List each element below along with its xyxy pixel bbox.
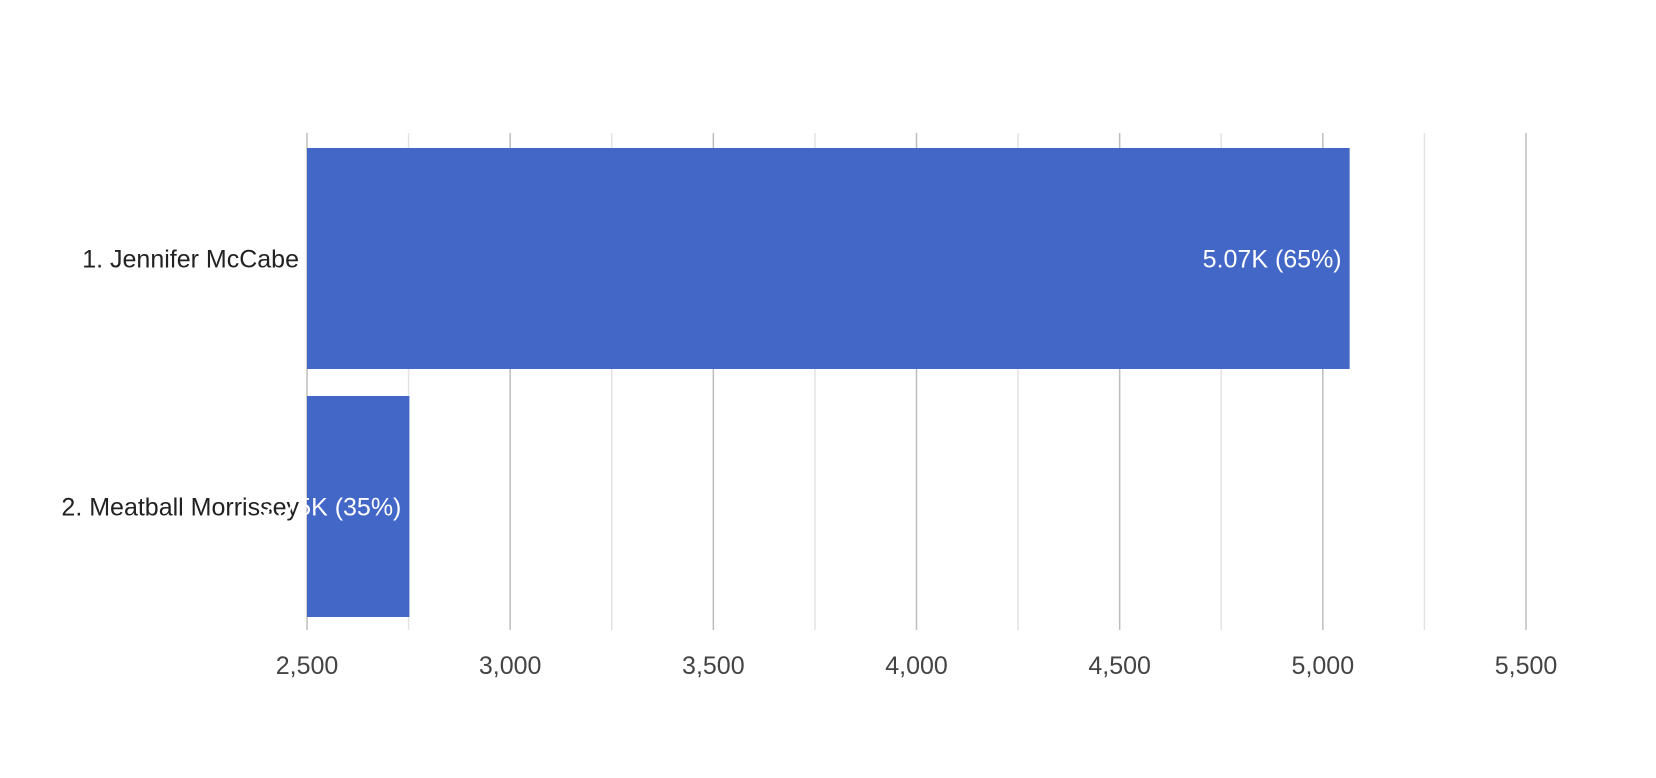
x-tick-label: 5,500 xyxy=(1495,652,1558,680)
bar[interactable] xyxy=(307,148,1350,369)
bar[interactable] xyxy=(307,396,410,617)
x-tick-label: 3,000 xyxy=(479,652,542,680)
x-tick-label: 3,500 xyxy=(682,652,745,680)
x-tick-label: 2,500 xyxy=(276,652,339,680)
x-tick-label: 4,500 xyxy=(1088,652,1151,680)
data-label: 2.75K (35%) xyxy=(262,494,401,522)
x-tick-label: 5,000 xyxy=(1292,652,1355,680)
data-label: 5.07K (65%) xyxy=(1203,246,1342,274)
label-layer: 2,500 3,000 3,500 4,000 4,500 5,000 5,500 1. Je… xyxy=(61,246,1557,681)
bar-layer xyxy=(307,148,1350,617)
x-tick-label: 4,000 xyxy=(885,652,948,680)
category-label: 1. Jennifer McCabe xyxy=(82,246,299,274)
category-label: 2. Meatball Morrissey xyxy=(61,494,299,522)
